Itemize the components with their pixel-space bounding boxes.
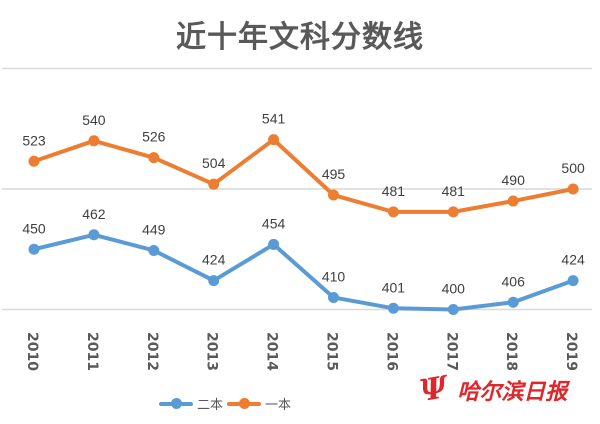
data-label: 401 [382,279,406,295]
data-label: 481 [382,183,406,199]
legend: 二本 一本 [0,394,600,413]
gridlines [2,67,592,311]
x-tick-label: 2018 [503,332,519,371]
data-label: 495 [322,166,346,182]
data-label: 540 [82,112,106,128]
x-tick-label: 2019 [563,332,579,371]
data-point[interactable] [507,195,519,207]
data-label: 449 [142,221,166,237]
data-point[interactable] [567,275,579,287]
data-point[interactable] [567,183,579,195]
data-label: 450 [22,220,46,236]
data-point[interactable] [268,238,280,250]
watermark-text: 哈尔滨日报 [457,378,568,405]
data-point[interactable] [268,134,280,146]
data-label: 523 [22,132,46,148]
legend-item-erben[interactable]: 二本 [158,394,223,413]
data-label: 526 [142,129,166,145]
data-label: 541 [262,111,286,127]
data-label: 504 [202,155,226,171]
x-tick-label: 2014 [264,332,280,371]
legend-line-marker-icon [158,397,193,409]
data-label: 406 [502,273,526,289]
data-label: 490 [502,172,526,188]
data-labels: 450 462 449 424 454 410 401 400 406 424 523 540 526 5… [22,111,585,297]
x-axis-labels: 2010 2011 2012 2013 2014 2015 2016 2017 2018 2019 [24,332,579,371]
data-label: 500 [561,160,585,176]
data-point[interactable] [28,155,40,167]
legend-label: 一本 [265,398,292,413]
data-point[interactable] [148,244,160,256]
data-label: 454 [262,215,286,231]
data-point[interactable] [328,291,339,303]
x-tick-label: 2011 [84,332,100,371]
legend-item-yiben[interactable]: 一本 [227,394,291,413]
data-point[interactable] [507,296,519,308]
data-point[interactable] [387,302,399,314]
data-point[interactable] [447,304,459,315]
data-label: 481 [442,183,466,199]
x-tick-label: 2010 [24,332,40,371]
x-tick-label: 2013 [204,332,220,371]
data-label: 424 [202,252,226,268]
watermark: Ψ 哈尔滨日报 [417,369,568,410]
data-point[interactable] [387,206,399,218]
data-point[interactable] [208,275,220,287]
series-line [33,232,574,312]
series-lines [28,134,579,315]
legend-line-marker-icon [227,397,261,409]
data-point[interactable] [328,189,339,201]
data-label: 424 [561,252,585,268]
x-tick-label: 2017 [443,332,459,371]
x-tick-label: 2015 [324,332,340,371]
data-point[interactable] [88,229,100,241]
series-line [33,137,574,214]
data-point[interactable] [447,206,459,218]
data-point[interactable] [148,152,160,164]
chart-title: 近十年文科分数线 [176,20,424,55]
data-label: 410 [322,268,346,284]
newspaper-logo-icon: Ψ [417,369,451,410]
data-point[interactable] [88,135,100,147]
data-label: 462 [82,206,106,222]
x-tick-label: 2012 [144,332,160,371]
legend-label: 二本 [196,398,223,413]
data-label: 400 [442,281,466,297]
data-point[interactable] [28,243,40,255]
data-point[interactable] [208,178,220,190]
x-tick-label: 2016 [383,332,399,371]
